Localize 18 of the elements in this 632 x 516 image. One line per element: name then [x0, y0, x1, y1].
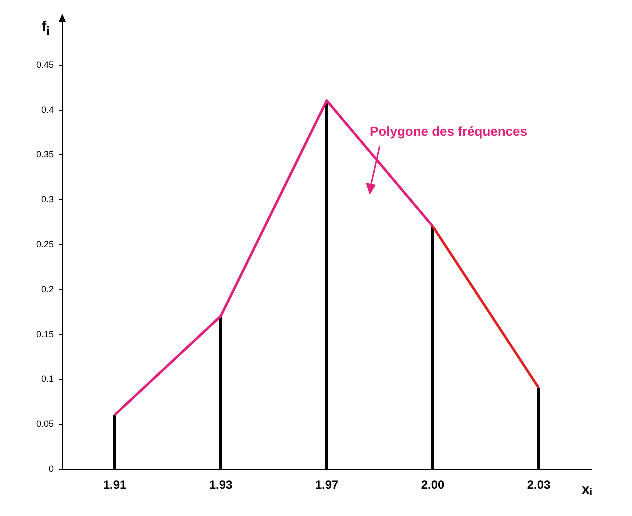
y-tick-label: 0.45 — [36, 60, 54, 70]
y-tick-label: 0.2 — [41, 284, 54, 294]
y-tick-label: 0.35 — [36, 150, 54, 160]
y-tick-label: 0.15 — [36, 329, 54, 340]
x-tick-label: 2.00 — [421, 478, 445, 492]
line-series — [114, 100, 434, 416]
annotation: Polygone des fréquences — [370, 124, 528, 139]
y-tick-label: 0.1 — [41, 374, 54, 384]
x-tick-label: 1.91 — [103, 478, 127, 492]
y-tick-label: 0.3 — [41, 194, 54, 205]
y-tick-label: 0.4 — [41, 104, 54, 115]
x-tick-label: 1.93 — [209, 478, 233, 492]
y-tick-label: 0.25 — [36, 240, 54, 250]
y-tick-label: 0.05 — [36, 419, 54, 430]
y-tick-label: 0 — [48, 464, 54, 474]
x-tick-label: 2.03 — [527, 478, 551, 492]
x-tick-label: 1.97 — [315, 478, 339, 492]
y-axis-title: f$_{i}$ — [42, 18, 50, 38]
